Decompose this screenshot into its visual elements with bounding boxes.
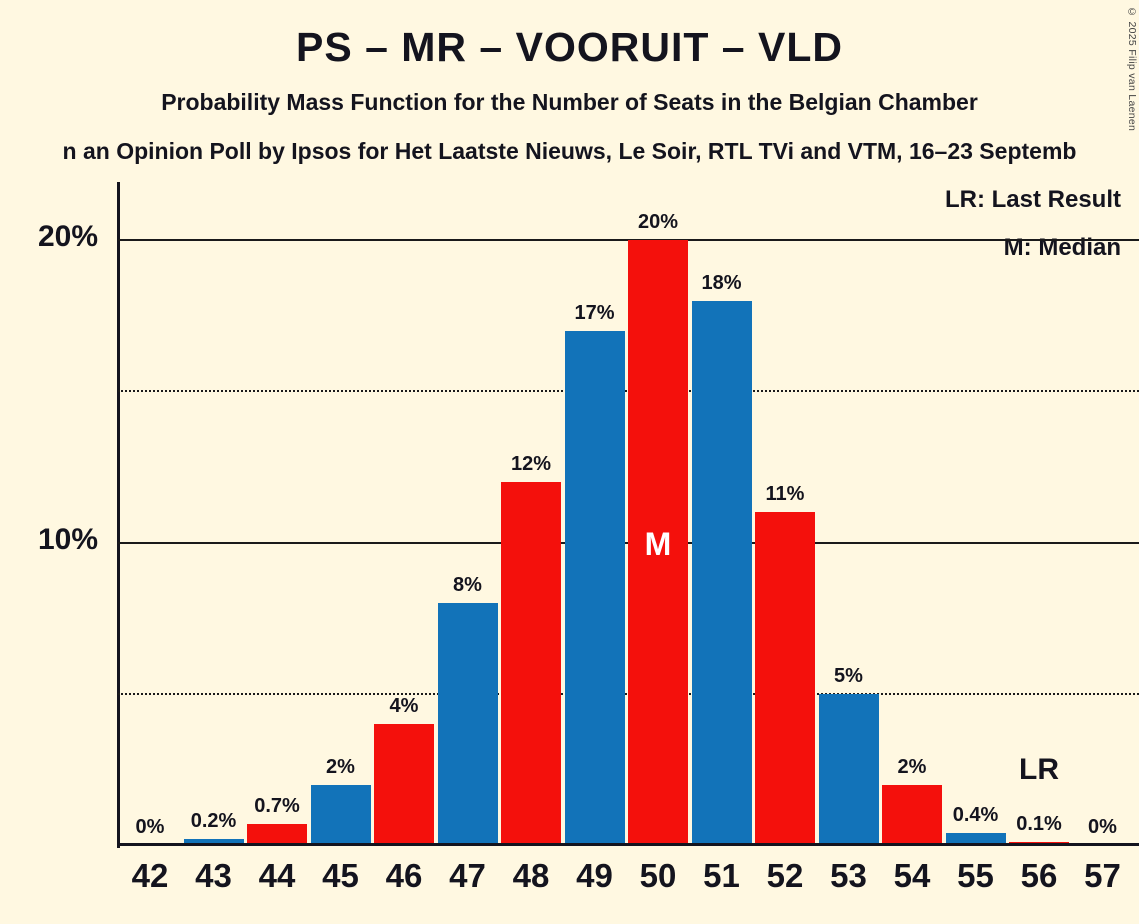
bar-51 (691, 300, 752, 845)
x-tick-43: 43 (195, 857, 232, 894)
bar-value-label-45: 2% (326, 755, 355, 778)
bar-value-label-46: 4% (389, 695, 419, 717)
bar-value-label-56: 0.1% (1016, 812, 1062, 835)
x-tick-44: 44 (258, 857, 296, 894)
bar-44 (247, 823, 307, 845)
legend-last-result: LR: Last Result (944, 186, 1121, 213)
bar-value-label-48: 12% (510, 453, 552, 475)
bar-50 (628, 240, 688, 845)
bar-value-label-49: 17% (574, 301, 615, 324)
x-tick-55: 55 (957, 857, 994, 894)
bar-52 (755, 512, 815, 845)
x-tick-53: 53 (830, 857, 867, 894)
chart-source-line: n an Opinion Poll by Ipsos for Het Laats… (62, 138, 1077, 164)
chart-title: PS – MR – VOORUIT – VLD (296, 24, 843, 70)
plot-area: 0% 42 0.2% 43 0.7% 44 2% 45 4% 46 8% 47 12% 48 17% 49 20… (118, 182, 1139, 894)
bar-55 (945, 832, 1006, 845)
x-tick-50: 50 (639, 857, 677, 894)
bar-value-label-50: 20% (637, 211, 679, 233)
x-tick-46: 46 (385, 857, 423, 894)
median-marker: M (644, 525, 672, 562)
bar-53 (818, 693, 879, 845)
chart-subtitle: Probability Mass Function for the Number… (161, 89, 978, 115)
bar-value-label-55: 0.4% (952, 803, 999, 826)
x-tick-48: 48 (512, 857, 550, 894)
bar-value-label-51: 18% (701, 271, 742, 294)
x-tick-56: 56 (1020, 857, 1058, 894)
x-tick-52: 52 (766, 857, 804, 894)
bar-48 (501, 482, 561, 845)
x-tick-49: 49 (576, 857, 613, 894)
lr-marker: LR (1019, 753, 1059, 786)
y-tick-20: 20% (37, 220, 98, 253)
x-tick-42: 42 (131, 857, 169, 894)
bar-47 (437, 603, 498, 845)
bar-value-label-47: 8% (453, 574, 482, 596)
bar-value-label-43: 0.2% (190, 809, 237, 832)
y-axis-line (117, 182, 120, 848)
copyright-notice: © 2025 Filip van Laenen (1126, 6, 1138, 132)
x-axis-line (117, 843, 1139, 846)
bar-value-label-57: 0% (1088, 816, 1117, 838)
bar-54 (882, 784, 942, 845)
bar-49 (564, 330, 625, 845)
x-tick-57: 57 (1084, 857, 1121, 894)
bar-46 (374, 724, 434, 845)
x-tick-54: 54 (893, 857, 931, 894)
x-tick-45: 45 (322, 857, 359, 894)
x-tick-47: 47 (449, 857, 486, 894)
bar-45 (310, 784, 371, 845)
bar-43 (183, 838, 244, 845)
bar-value-label-42: 0% (135, 816, 165, 838)
bar-value-label-53: 5% (834, 664, 863, 687)
bar-value-label-44: 0.7% (254, 794, 300, 817)
bar-value-label-52: 11% (765, 483, 805, 506)
y-tick-10: 10% (37, 522, 98, 556)
bar-value-label-54: 2% (897, 755, 927, 778)
legend-median: M: Median (1003, 234, 1121, 261)
x-tick-51: 51 (703, 857, 740, 894)
